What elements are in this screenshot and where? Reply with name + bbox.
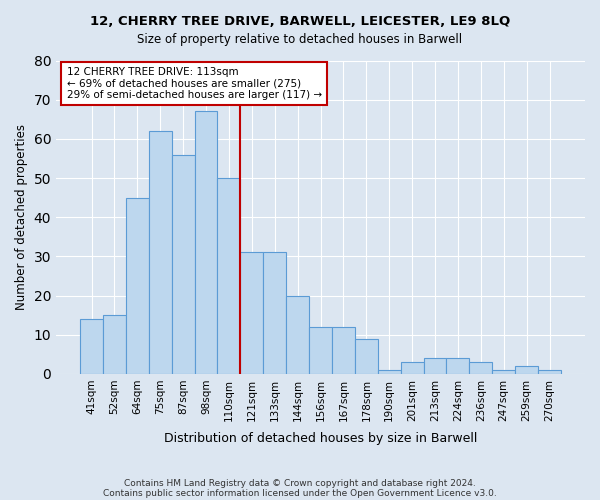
Text: 12, CHERRY TREE DRIVE, BARWELL, LEICESTER, LE9 8LQ: 12, CHERRY TREE DRIVE, BARWELL, LEICESTE… xyxy=(90,15,510,28)
Bar xyxy=(401,362,424,374)
Bar xyxy=(332,327,355,374)
Text: 12 CHERRY TREE DRIVE: 113sqm
← 69% of detached houses are smaller (275)
29% of s: 12 CHERRY TREE DRIVE: 113sqm ← 69% of de… xyxy=(67,67,322,100)
Y-axis label: Number of detached properties: Number of detached properties xyxy=(15,124,28,310)
Text: Size of property relative to detached houses in Barwell: Size of property relative to detached ho… xyxy=(137,32,463,46)
Bar xyxy=(515,366,538,374)
Bar xyxy=(241,252,263,374)
Bar xyxy=(355,338,378,374)
Bar xyxy=(80,319,103,374)
Bar xyxy=(424,358,446,374)
Bar xyxy=(378,370,401,374)
Bar xyxy=(309,327,332,374)
Bar xyxy=(446,358,469,374)
Bar xyxy=(538,370,561,374)
Bar xyxy=(263,252,286,374)
Text: Contains public sector information licensed under the Open Government Licence v3: Contains public sector information licen… xyxy=(103,488,497,498)
Text: Contains HM Land Registry data © Crown copyright and database right 2024.: Contains HM Land Registry data © Crown c… xyxy=(124,478,476,488)
Bar xyxy=(126,198,149,374)
X-axis label: Distribution of detached houses by size in Barwell: Distribution of detached houses by size … xyxy=(164,432,477,445)
Bar xyxy=(286,296,309,374)
Bar xyxy=(469,362,492,374)
Bar xyxy=(172,154,194,374)
Bar xyxy=(492,370,515,374)
Bar xyxy=(217,178,241,374)
Bar xyxy=(194,112,217,374)
Bar xyxy=(103,315,126,374)
Bar xyxy=(149,131,172,374)
